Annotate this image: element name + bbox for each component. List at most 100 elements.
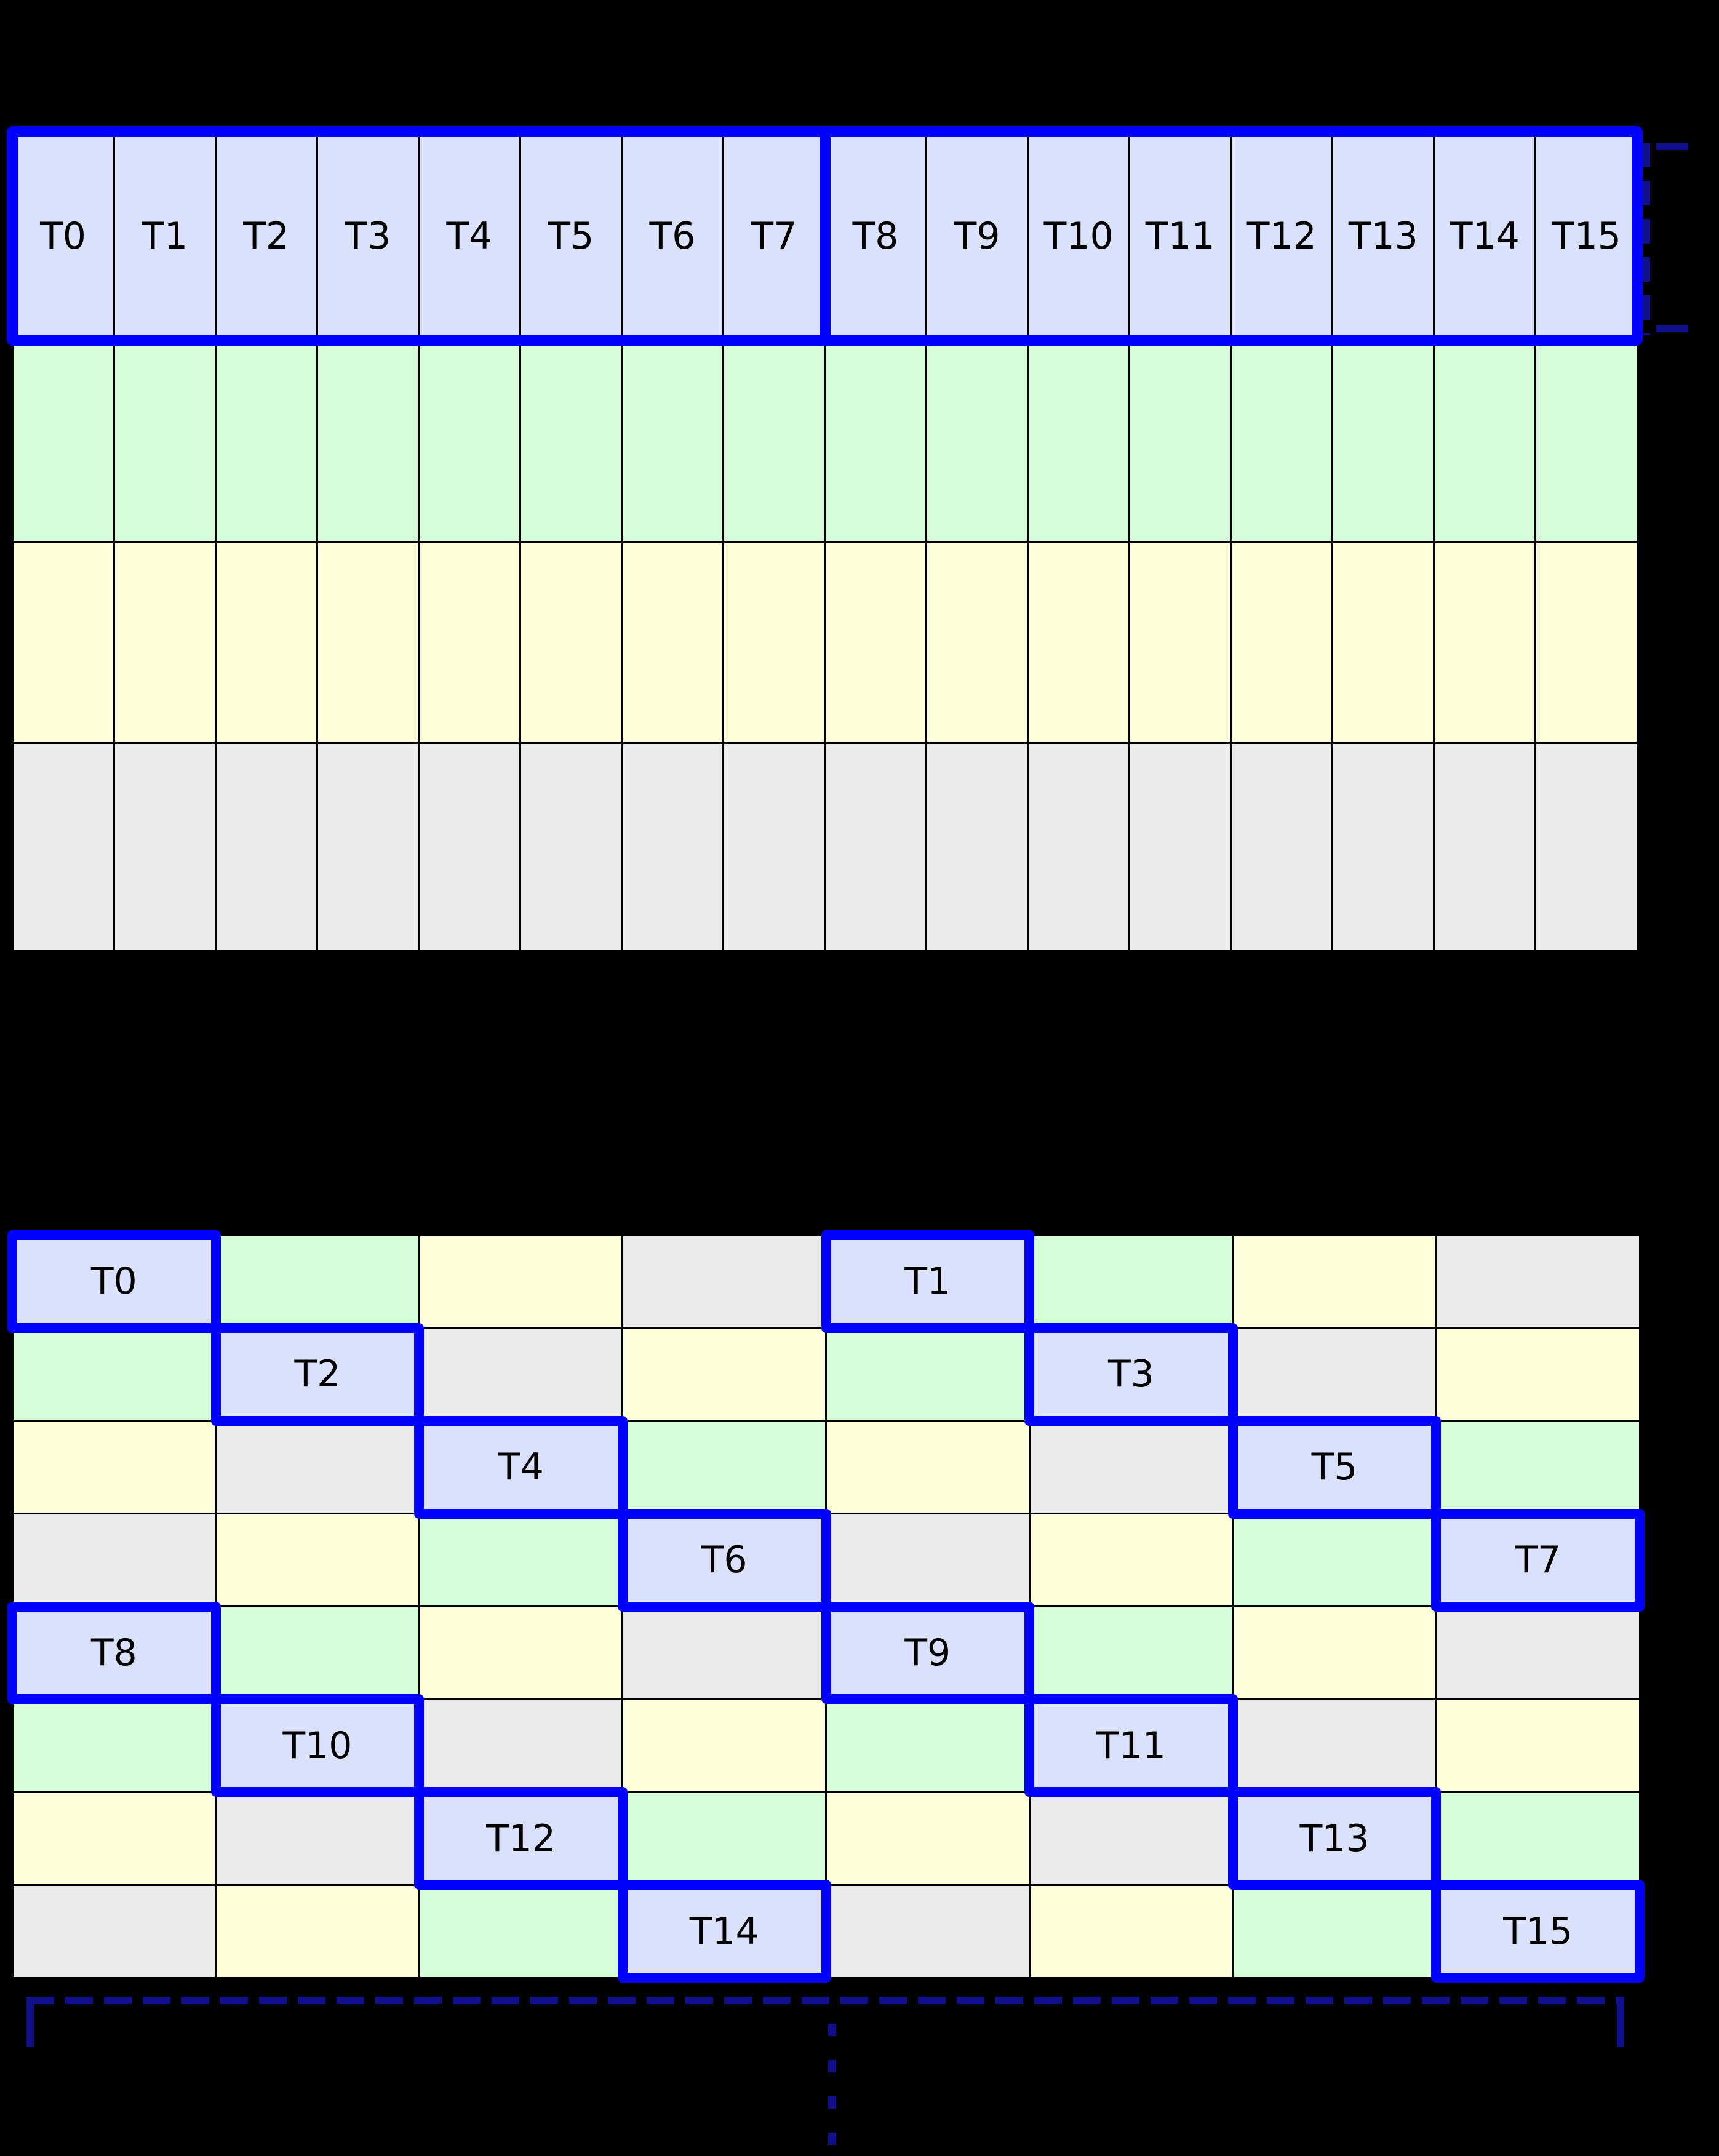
bottom-grid-cell xyxy=(827,1514,1029,1605)
bottom-grid-cell: T12 xyxy=(420,1792,622,1884)
bottom-grid-cell xyxy=(13,1514,215,1605)
thread-highlight-outline xyxy=(1431,1508,1645,1612)
bottom-grid-cell xyxy=(1234,1607,1435,1698)
thread-label: T3 xyxy=(345,214,391,258)
bottom-grid-cell xyxy=(217,1885,418,1977)
thread-label: T12 xyxy=(486,1816,556,1860)
bottom-grid-cell xyxy=(420,1700,622,1791)
thread-highlight-outline xyxy=(414,1787,628,1890)
top-grid-cell xyxy=(216,542,316,742)
thread-highlight-outline xyxy=(617,1880,831,1983)
bottom-grid-cell xyxy=(420,1329,622,1420)
top-grid-cell xyxy=(520,542,621,742)
thread-label: T9 xyxy=(904,1631,951,1674)
bottom-grid-cell xyxy=(1234,1885,1435,1977)
bottom-grid-cell xyxy=(1234,1700,1435,1791)
bottom-grid-cell: T9 xyxy=(827,1607,1029,1698)
thread-label: T15 xyxy=(1503,1909,1573,1953)
top-grid-cell xyxy=(1333,542,1434,742)
thread-label: T1 xyxy=(142,214,188,258)
thread-label: T6 xyxy=(649,214,696,258)
top-grid-cell xyxy=(1130,542,1230,742)
thread-highlight-outline xyxy=(7,1601,221,1705)
bottom-grid-cell: T10 xyxy=(217,1700,418,1791)
bottom-grid: T0 T1 T2 T3 T4 T5 T6 T7 T8 T9 T10 T11 T12 T13 T14 T15 xyxy=(12,1235,1640,1978)
bottom-grid-cell xyxy=(1234,1329,1435,1420)
top-grid-cell xyxy=(622,341,722,541)
top-grid-cell: T8 xyxy=(826,132,926,340)
thread-label: T6 xyxy=(701,1538,748,1582)
top-grid-cell xyxy=(927,542,1027,742)
right-dashed-bracket-bottom-tick xyxy=(1656,325,1688,332)
bottom-grid-cell: T8 xyxy=(13,1607,215,1698)
top-grid-cell xyxy=(216,341,316,541)
top-grid-cell xyxy=(1435,341,1535,541)
bottom-grid-cell xyxy=(1234,1514,1435,1605)
thread-label: T0 xyxy=(40,214,86,258)
right-dashed-bracket xyxy=(1643,143,1650,335)
bottom-grid-cell xyxy=(827,1885,1029,1977)
bottom-grid-cell xyxy=(1030,1422,1232,1513)
bottom-grid-cell xyxy=(623,1792,825,1884)
bottom-grid-cell xyxy=(623,1607,825,1698)
thread-label: T10 xyxy=(282,1724,353,1767)
thread-label: T0 xyxy=(90,1260,137,1303)
top-grid-cell xyxy=(419,542,519,742)
thread-label: T5 xyxy=(1311,1446,1358,1489)
thread-highlight-outline xyxy=(1227,1787,1442,1890)
thread-label: T9 xyxy=(954,214,1000,258)
bottom-grid-cell xyxy=(13,1792,215,1884)
thread-highlight-outline xyxy=(7,1230,221,1333)
top-grid-cell xyxy=(13,743,113,950)
bottom-grid-cell xyxy=(420,1885,622,1977)
top-grid-cell xyxy=(826,743,926,950)
bottom-grid-cell xyxy=(623,1422,825,1513)
thread-label: T8 xyxy=(90,1631,137,1674)
top-grid-cell xyxy=(419,743,519,950)
top-grid-cell xyxy=(1435,743,1535,950)
bottom-grid-cell: T2 xyxy=(217,1329,418,1420)
thread-label: T5 xyxy=(548,214,594,258)
bottom-dashed-bracket xyxy=(26,1997,1624,2004)
top-grid-cell xyxy=(13,341,113,541)
top-grid-cell xyxy=(724,542,824,742)
thread-highlight-outline xyxy=(1227,1415,1442,1519)
top-grid-cell xyxy=(1130,341,1230,541)
bottom-grid-cell xyxy=(1234,1236,1435,1327)
thread-highlight-outline xyxy=(210,1323,425,1426)
thread-highlight-outline xyxy=(1431,1880,1645,1983)
bottom-grid-cell xyxy=(13,1700,215,1791)
bottom-grid-cell: T5 xyxy=(1234,1422,1435,1513)
top-grid-cell xyxy=(114,341,215,541)
top-grid-cell: T1 xyxy=(114,132,215,340)
continuation-ellipsis-icon xyxy=(828,2024,836,2154)
top-grid-cell xyxy=(622,743,722,950)
top-grid-cell: T12 xyxy=(1232,132,1332,340)
top-grid-cell xyxy=(1333,743,1434,950)
bottom-grid-cell xyxy=(420,1607,622,1698)
top-grid-cell xyxy=(1029,743,1129,950)
bottom-grid-cell xyxy=(13,1885,215,1977)
thread-highlight-outline xyxy=(414,1415,628,1519)
bottom-grid-cell xyxy=(1437,1329,1639,1420)
bottom-grid-cell xyxy=(1437,1700,1639,1791)
warp-outline xyxy=(819,126,1643,346)
bottom-grid-cell xyxy=(827,1329,1029,1420)
top-grid-cell xyxy=(419,341,519,541)
top-grid-cell xyxy=(114,542,215,742)
bottom-grid-cell xyxy=(623,1236,825,1327)
thread-label: T11 xyxy=(1145,214,1215,258)
bottom-grid-cell xyxy=(217,1422,418,1513)
top-grid-cell xyxy=(927,341,1027,541)
thread-highlight-outline xyxy=(1024,1323,1238,1426)
top-grid-cell xyxy=(317,743,418,950)
top-grid-cell: T4 xyxy=(419,132,519,340)
top-grid-cell xyxy=(13,542,113,742)
top-grid-cell xyxy=(826,341,926,541)
bottom-grid-cell xyxy=(1030,1885,1232,1977)
top-grid-cell xyxy=(1029,341,1129,541)
top-grid-cell xyxy=(1130,743,1230,950)
thread-label: T13 xyxy=(1299,1816,1370,1860)
bottom-grid-cell xyxy=(217,1514,418,1605)
